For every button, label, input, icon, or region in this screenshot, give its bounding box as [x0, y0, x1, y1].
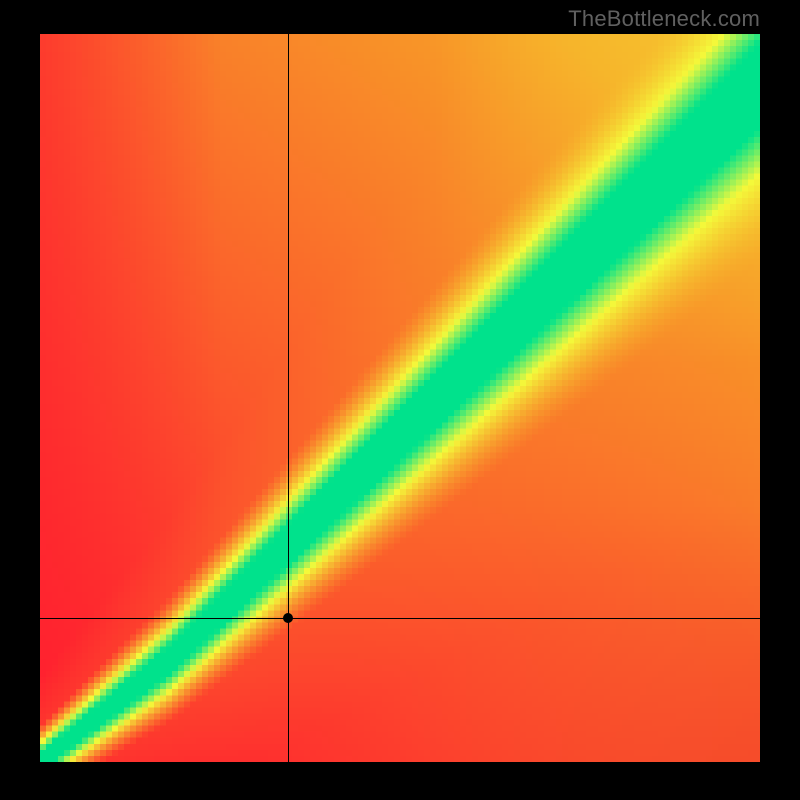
bottleneck-heatmap: [40, 34, 760, 762]
crosshair-vertical: [288, 34, 289, 762]
crosshair-marker: [283, 613, 293, 623]
watermark-text: TheBottleneck.com: [568, 6, 760, 32]
chart-container: TheBottleneck.com: [0, 0, 800, 800]
crosshair-horizontal: [40, 618, 760, 619]
